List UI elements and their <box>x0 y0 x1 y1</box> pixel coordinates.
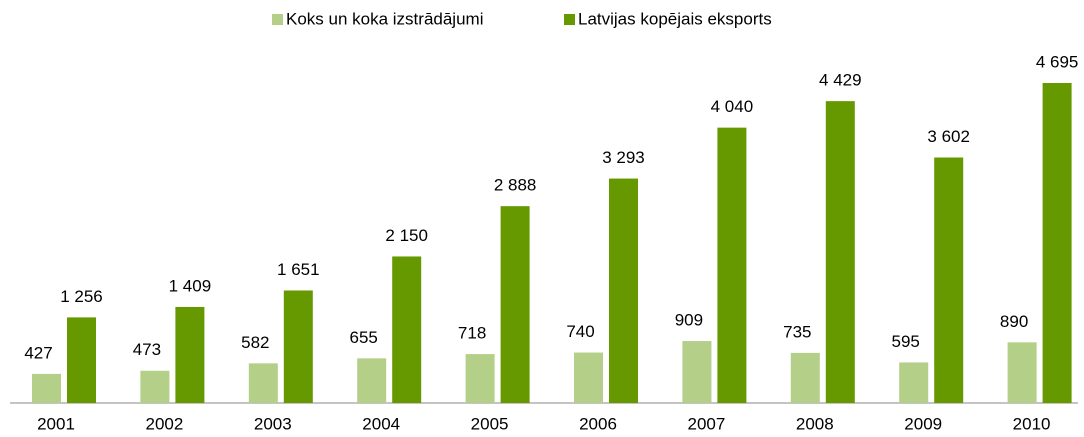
legend-swatch <box>564 14 575 25</box>
bar <box>574 352 603 403</box>
data-label: 740 <box>566 322 594 341</box>
bar <box>357 358 387 403</box>
bar <box>175 306 205 403</box>
legend-label: Koks un koka izstrādājumi <box>286 9 483 28</box>
data-label: 4 429 <box>819 71 862 90</box>
data-label: 4 695 <box>1036 52 1079 71</box>
data-label: 3 602 <box>927 127 970 146</box>
x-tick-label: 2001 <box>37 414 75 433</box>
data-label: 4 040 <box>711 97 754 116</box>
bar <box>825 101 855 403</box>
bar <box>248 363 278 403</box>
data-label: 735 <box>783 322 811 341</box>
data-label: 890 <box>1000 312 1028 331</box>
data-label: 1 409 <box>169 276 212 295</box>
bar <box>140 370 170 403</box>
x-tick-label: 2005 <box>471 414 509 433</box>
x-tick-label: 2008 <box>796 414 834 433</box>
legend-swatch <box>272 14 283 25</box>
data-label: 1 256 <box>60 287 103 306</box>
data-label: 427 <box>24 343 52 362</box>
data-label: 655 <box>350 328 378 347</box>
bar <box>1042 83 1072 403</box>
x-tick-label: 2010 <box>1013 414 1051 433</box>
bar <box>67 317 96 403</box>
x-tick-label: 2006 <box>579 414 617 433</box>
x-tick-label: 2003 <box>254 414 292 433</box>
bar <box>465 354 495 403</box>
x-tick-label: 2009 <box>904 414 942 433</box>
data-label: 1 651 <box>277 260 320 279</box>
x-tick-label: 2004 <box>362 414 400 433</box>
bar <box>500 206 530 403</box>
data-label: 909 <box>675 311 703 330</box>
data-label: 3 293 <box>602 148 645 167</box>
data-label: 582 <box>241 333 269 352</box>
x-tick-label: 2007 <box>687 414 725 433</box>
bar <box>717 127 747 403</box>
bar <box>682 341 712 403</box>
data-label: 473 <box>133 340 161 359</box>
bar <box>283 290 313 403</box>
bar <box>934 157 964 403</box>
bar <box>790 352 820 403</box>
bar <box>609 178 638 403</box>
bar <box>32 373 61 403</box>
bar <box>899 362 929 403</box>
data-label: 2 888 <box>494 176 537 195</box>
bar <box>392 256 422 403</box>
bar <box>1007 342 1037 403</box>
x-tick-label: 2002 <box>145 414 183 433</box>
data-label: 595 <box>892 332 920 351</box>
legend-label: Latvijas kopējais eksports <box>578 9 772 28</box>
data-label: 718 <box>458 324 486 343</box>
data-label: 2 150 <box>385 226 428 245</box>
